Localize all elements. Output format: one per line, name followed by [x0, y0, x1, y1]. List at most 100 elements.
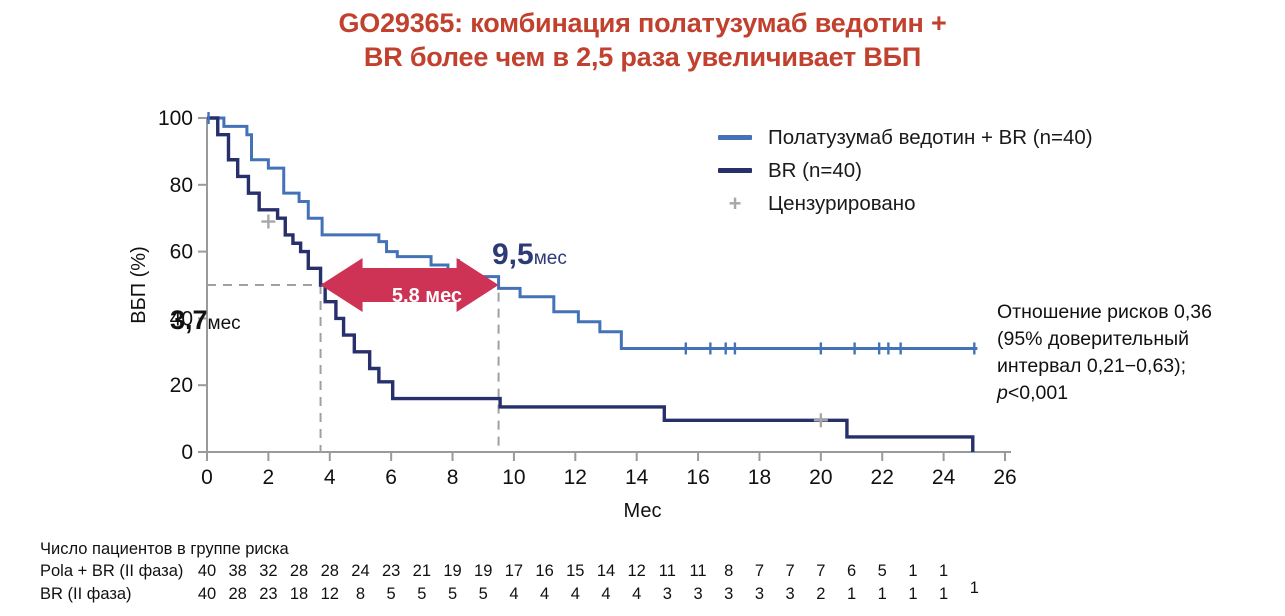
risk-cell: 3 [693, 585, 703, 603]
svg-text:ВБП (%): ВБП (%) [128, 246, 150, 324]
risk-cell: 8 [724, 562, 734, 580]
risk-cell: 21 [412, 562, 432, 580]
risk-row-label-br: BR (II фаза) [40, 585, 132, 603]
risk-cell: 3 [724, 585, 734, 603]
p-value: <0,001 [1007, 382, 1069, 404]
risk-cell: 14 [596, 562, 616, 580]
risk-cell: 3 [662, 585, 672, 603]
risk-cell: 17 [504, 562, 524, 580]
median-br-unit: мес [207, 313, 241, 334]
risk-cell: 5 [417, 585, 427, 603]
hazard-ratio-line1: Отношение рисков 0,36 [997, 301, 1212, 323]
median-br-value: 3,7 [170, 305, 208, 335]
risk-cell: 3 [754, 585, 765, 603]
p-symbol: p [997, 382, 1008, 404]
svg-text:10: 10 [502, 466, 525, 489]
svg-text:20: 20 [809, 466, 832, 489]
x-axis-title: Мес [623, 500, 662, 522]
risk-cell: 8 [355, 585, 366, 603]
risk-cell: 5 [386, 585, 396, 603]
risk-cell: 16 [535, 562, 554, 580]
risk-cell: 2 [816, 585, 826, 603]
svg-text:0: 0 [201, 466, 213, 489]
risk-cell: 3 [785, 585, 795, 603]
risk-cell: 11 [658, 562, 676, 580]
legend-item-censored: + Цензурировано [718, 187, 1178, 220]
svg-text:2: 2 [263, 466, 275, 489]
median-br-annotation: 3,7мес [170, 305, 241, 336]
risk-cell: 15 [566, 562, 585, 580]
risk-cell: 38 [228, 562, 247, 580]
legend-swatch-br [718, 168, 752, 173]
svg-text:12: 12 [564, 466, 587, 489]
hazard-ratio-line2: (95% доверительный [997, 328, 1190, 350]
svg-text:60: 60 [170, 241, 193, 264]
svg-text:22: 22 [871, 466, 894, 489]
legend-item-pola: Полатузумаб ведотин + BR (n=40) [718, 121, 1178, 154]
risk-cell: 40 [197, 585, 217, 603]
svg-text:100: 100 [158, 107, 193, 130]
risk-cell: 32 [259, 562, 278, 580]
risk-cell: 7 [785, 562, 795, 580]
risk-cell: 12 [627, 562, 646, 580]
p-value-line: p<0,001 [997, 380, 1282, 407]
legend-item-br: BR (n=40) [718, 154, 1178, 187]
risk-cell: 40 [197, 562, 217, 580]
chart-legend: Полатузумаб ведотин + BR (n=40) BR (n=40… [718, 121, 1178, 220]
svg-text:16: 16 [686, 466, 709, 489]
svg-text:18: 18 [748, 466, 771, 489]
risk-cell: 1 [908, 562, 918, 580]
risk-cell: 5 [447, 585, 458, 603]
risk-table-caption: Число пациентов в группе риска [40, 540, 289, 558]
svg-text:14: 14 [625, 466, 649, 489]
legend-swatch-pola [718, 135, 752, 140]
risk-cell: 4 [632, 585, 642, 603]
risk-cell: 4 [601, 585, 611, 603]
risk-cell: 4 [570, 585, 580, 603]
svg-text:26: 26 [993, 466, 1016, 489]
legend-label-censored: Цензурировано [768, 191, 916, 215]
risk-cell: 4 [509, 585, 519, 603]
risk-cell: 6 [846, 562, 857, 580]
svg-text:24: 24 [932, 466, 956, 489]
svg-text:6: 6 [385, 466, 397, 489]
risk-cell: 18 [289, 585, 309, 603]
legend-label-br: BR (n=40) [768, 158, 863, 182]
table-row: Pola + BR (II фаза) 40 38 32 28 28 24 23 21 19 19… [40, 560, 1280, 583]
svg-text:0: 0 [181, 441, 193, 464]
risk-cell: 7 [816, 562, 826, 580]
risk-cell: 5 [877, 562, 887, 580]
svg-text:80: 80 [170, 174, 193, 197]
median-pola-annotation: 9,5мес [492, 238, 567, 272]
plus-icon: + [728, 190, 742, 216]
risk-cell: 7 [754, 562, 765, 580]
hazard-ratio-note: Отношение рисков 0,36 (95% доверительный… [997, 299, 1282, 407]
risk-cell: 28 [320, 562, 339, 580]
delta-arrow-label: 5,8 мес [391, 285, 463, 307]
risk-cell: 5 [478, 585, 488, 603]
svg-text:8: 8 [447, 466, 459, 489]
svg-text:20: 20 [170, 374, 193, 397]
risk-cell: 11 [689, 562, 707, 580]
svg-text:40: 40 [170, 307, 193, 330]
risk-cell: 1 [846, 585, 857, 603]
table-row: BR (II фаза) 40 28 23 18 12 8 5 5 5 5 4 4 4 4 4 3 3 3 3 3 2 1… [40, 579, 1280, 606]
risk-row-label-pola: Pola + BR (II фаза) [40, 562, 184, 580]
risk-cell: 19 [474, 562, 493, 580]
median-pola-unit: мес [533, 248, 567, 269]
chart-title-line2: BR более чем в 2,5 раза увеличивает ВБП [363, 42, 922, 72]
risk-cell: 23 [259, 585, 278, 603]
risk-cell: 1 [877, 585, 887, 603]
risk-cell: 1 [939, 585, 949, 603]
risk-cell: 24 [351, 562, 370, 580]
risk-cell: 1 [908, 585, 918, 603]
chart-title-line1: GO29365: комбинация полатузумаб ведотин … [338, 8, 947, 38]
risk-cell: 4 [540, 585, 550, 603]
median-pola-value: 9,5 [492, 238, 534, 271]
hazard-ratio-line3: интервал 0,21−0,63); [997, 355, 1187, 377]
risk-cell: 28 [228, 585, 247, 603]
risk-cell: 23 [381, 562, 401, 580]
svg-text:4: 4 [324, 466, 336, 489]
risk-cell: 28 [289, 562, 309, 580]
